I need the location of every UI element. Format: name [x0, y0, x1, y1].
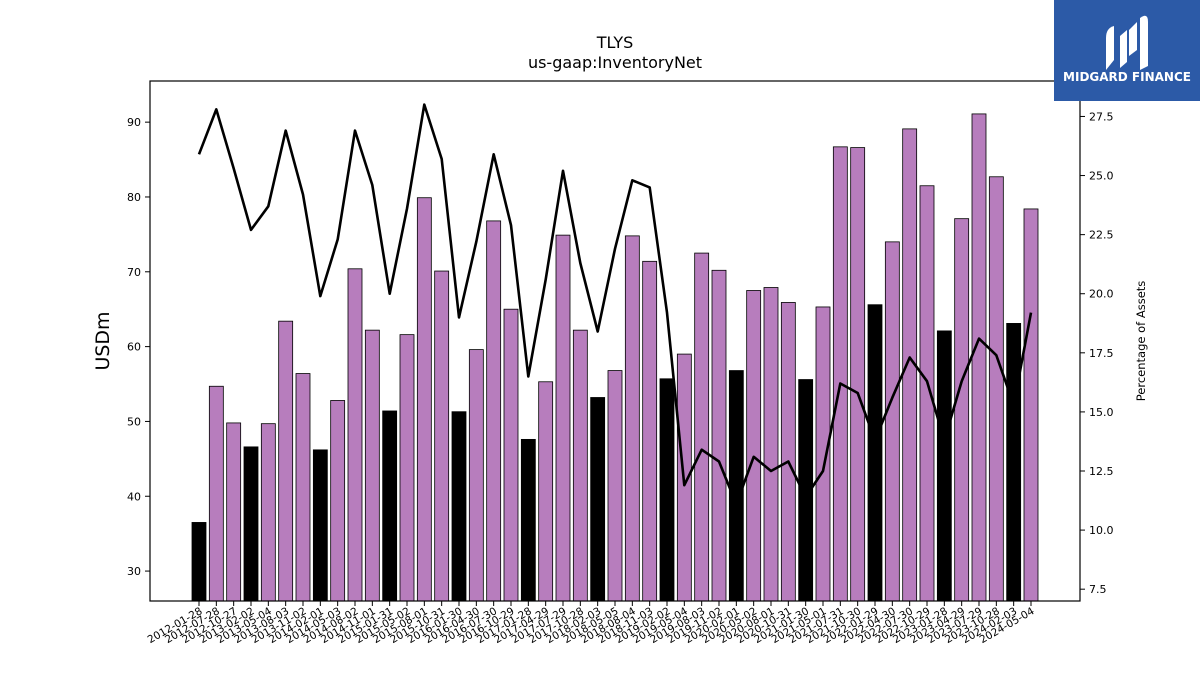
- logo-text: MIDGARD FINANCE: [1063, 70, 1191, 84]
- bar-2012-01-28: [191, 522, 207, 602]
- bar-2018-02-03: [590, 397, 606, 602]
- bar-2017-04-29: [538, 381, 554, 602]
- bar-2016-01-30: [451, 411, 467, 602]
- bar-2016-10-29: [503, 308, 519, 602]
- logo-badge: MIDGARD FINANCE: [1054, 0, 1200, 101]
- bar-2023-04-29: [954, 218, 970, 602]
- bar-2013-02-02: [243, 446, 259, 602]
- y-tick-label: 50: [127, 415, 141, 428]
- y-tick-label: 80: [127, 191, 141, 204]
- bar-2014-11-01: [364, 329, 380, 602]
- bar-2015-10-31: [434, 270, 450, 602]
- bar-2014-08-02: [347, 268, 363, 602]
- bar-2020-02-01: [728, 370, 744, 602]
- bar-2020-05-02: [746, 290, 762, 602]
- bar-2024-02-03: [1006, 323, 1022, 602]
- bar-2022-04-30: [884, 241, 900, 602]
- y2-tick-label: 15.0: [1089, 406, 1114, 419]
- logo-mark-icon: [1106, 15, 1148, 70]
- bar-2016-04-30: [468, 349, 484, 602]
- y2-tick-label: 17.5: [1089, 347, 1114, 360]
- bar-2021-10-30: [850, 147, 866, 602]
- right-axis-ticks: 7.5 10.0 12.5 15.0 17.5 20.0 22.5 25.0 27.5: [1080, 110, 1114, 596]
- bar-2012-07-28: [208, 385, 224, 602]
- bar-2021-05-01: [815, 306, 831, 602]
- bar-2018-08-04: [624, 235, 640, 602]
- bar-2019-11-02: [711, 269, 727, 602]
- y2-tick-label: 7.5: [1089, 583, 1107, 596]
- bar-2024-05-04: [1023, 208, 1039, 602]
- bar-2016-07-30: [486, 220, 502, 602]
- bar-2013-11-02: [295, 373, 311, 602]
- y2-tick-label: 27.5: [1089, 110, 1114, 123]
- bar-2023-10-28: [988, 176, 1004, 602]
- bar-2021-07-31: [832, 146, 848, 602]
- bar-2017-07-29: [555, 234, 571, 602]
- bar-2023-01-28: [936, 330, 952, 602]
- bar-2014-02-01: [312, 449, 328, 602]
- bar-2022-01-29: [867, 304, 883, 602]
- bar-2018-05-05: [607, 370, 623, 602]
- bar-2014-05-03: [330, 400, 346, 602]
- bar-2023-07-29: [971, 113, 987, 602]
- bar-2013-08-03: [278, 320, 294, 602]
- chart-subtitle: us-gaap:InventoryNet: [528, 53, 702, 72]
- y-tick-label: 60: [127, 341, 141, 354]
- y-tick-label: 40: [127, 490, 141, 503]
- y2-tick-label: 25.0: [1089, 170, 1114, 183]
- y2-tick-label: 10.0: [1089, 524, 1114, 537]
- bar-2015-05-02: [399, 334, 415, 602]
- bar-2017-10-28: [572, 329, 588, 602]
- bar-2013-05-04: [260, 423, 276, 602]
- x-axis-ticks: 2012-01-282012-07-282012-10-272013-02-02…: [146, 601, 1037, 646]
- bar-2012-10-27: [226, 422, 242, 602]
- y2-tick-label: 20.0: [1089, 288, 1114, 301]
- percentage-line: [197, 103, 1033, 506]
- bar-2019-08-03: [694, 252, 710, 602]
- bar-2019-02-02: [659, 378, 675, 602]
- bar-2015-08-01: [416, 197, 432, 602]
- y2-tick-label: 12.5: [1089, 465, 1114, 478]
- chart-title: TLYS: [596, 33, 634, 52]
- y-axis-label: USDm: [92, 311, 114, 370]
- y-tick-label: 70: [127, 266, 141, 279]
- y2-tick-label: 22.5: [1089, 229, 1114, 242]
- bar-2020-10-31: [780, 302, 796, 602]
- y-tick-label: 30: [127, 565, 141, 578]
- y2-axis-label: Percentage of Assets: [1134, 281, 1148, 402]
- bar-2017-01-28: [520, 438, 536, 602]
- bar-2018-11-03: [642, 260, 658, 602]
- bar-2020-08-01: [763, 287, 779, 602]
- bar-2015-01-31: [382, 410, 398, 602]
- y-tick-label: 90: [127, 116, 141, 129]
- left-axis-ticks: 30 40 50 60 70 80 90: [127, 116, 150, 578]
